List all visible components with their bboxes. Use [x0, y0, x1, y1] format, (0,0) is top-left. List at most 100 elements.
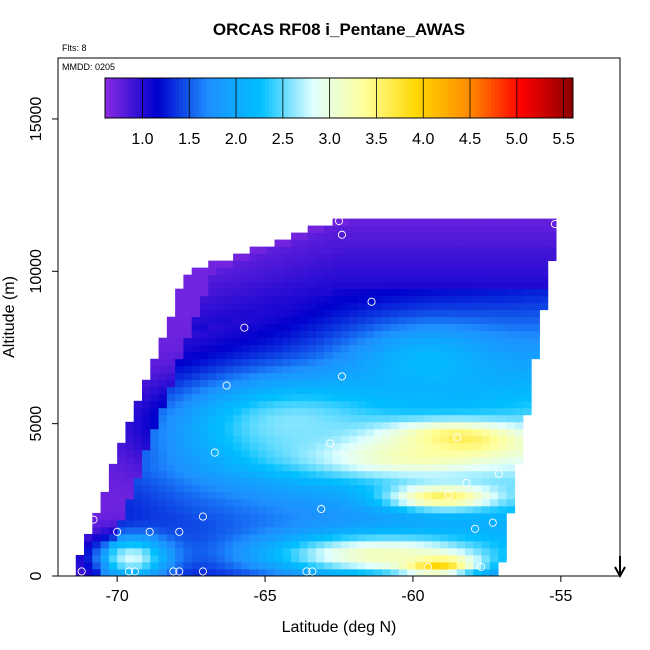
heatmap-cell — [249, 463, 259, 472]
heatmap-cell — [340, 281, 350, 290]
heatmap-cell — [415, 463, 424, 472]
heatmap-cell — [431, 428, 441, 437]
heatmap-cell — [415, 323, 424, 332]
heatmap-region — [75, 218, 557, 576]
heatmap-cell — [199, 435, 209, 444]
heatmap-cell — [324, 281, 333, 290]
heatmap-cell — [257, 421, 267, 430]
heatmap-cell — [166, 561, 176, 570]
heatmap-cell — [498, 267, 507, 276]
heatmap-cell — [382, 463, 391, 472]
colorbar-segment — [128, 78, 133, 118]
heatmap-cell — [133, 540, 143, 549]
heatmap-cell — [324, 386, 333, 395]
plot-frame — [57, 57, 621, 577]
heatmap-cell — [398, 512, 408, 521]
heatmap-cell — [390, 239, 400, 248]
heatmap-cell — [241, 449, 251, 458]
heatmap-cell — [241, 491, 251, 500]
heatmap-cell — [216, 477, 226, 486]
heatmap-cell — [547, 253, 557, 262]
heatmap-cell — [415, 428, 424, 437]
heatmap-cell — [390, 288, 400, 297]
heatmap-cell — [365, 484, 375, 493]
heatmap-cell — [166, 421, 176, 430]
heatmap-cell — [373, 281, 383, 290]
heatmap-cell — [506, 295, 516, 304]
heatmap-cell — [166, 365, 176, 374]
heatmap-cell — [349, 323, 358, 332]
heatmap-cell — [125, 470, 135, 479]
heatmap-cell — [291, 316, 300, 325]
heatmap-cell — [224, 512, 234, 521]
heatmap-cell — [448, 295, 458, 304]
heatmap-cell — [382, 442, 391, 451]
colorbar-segment — [491, 78, 496, 118]
heatmap-cell — [133, 435, 143, 444]
heatmap-cell — [373, 239, 383, 248]
colorbar-segment — [444, 78, 449, 118]
heatmap-cell — [291, 435, 300, 444]
heatmap-cell — [357, 414, 367, 423]
heatmap-cell — [150, 519, 159, 528]
heatmap-cell — [241, 484, 251, 493]
y-tick-label: 5000 — [28, 406, 45, 442]
heatmap-cell — [266, 253, 275, 262]
heatmap-cell — [407, 351, 416, 360]
heatmap-cell — [407, 463, 416, 472]
heatmap-cell — [440, 330, 449, 339]
heatmap-cell — [349, 526, 358, 535]
heatmap-cell — [489, 414, 499, 423]
colorbar-segment — [545, 78, 551, 118]
heatmap-cell — [108, 463, 118, 472]
heatmap-cell — [373, 519, 383, 528]
heatmap-cell — [133, 533, 143, 542]
heatmap-cell — [133, 519, 143, 528]
heatmap-cell — [340, 351, 350, 360]
heatmap-cell — [415, 561, 424, 570]
heatmap-cell — [365, 288, 375, 297]
colorbar-segment — [171, 78, 176, 118]
heatmap-cell — [382, 316, 391, 325]
heatmap-cell — [440, 337, 449, 346]
heatmap-cell — [357, 365, 367, 374]
heatmap-cell — [423, 344, 433, 353]
heatmap-cell — [199, 274, 209, 283]
heatmap-cell — [274, 295, 284, 304]
heatmap-cell — [423, 526, 433, 535]
heatmap-cell — [332, 246, 342, 255]
heatmap-cell — [398, 414, 408, 423]
heatmap-cell — [407, 456, 416, 465]
heatmap-cell — [208, 568, 217, 576]
heatmap-cell — [382, 428, 391, 437]
heatmap-cell — [398, 484, 408, 493]
heatmap-cell — [166, 400, 176, 409]
heatmap-cell — [158, 365, 168, 374]
heatmap-cell — [307, 554, 317, 563]
heatmap-cell — [489, 512, 499, 521]
heatmap-cell — [332, 379, 342, 388]
heatmap-cell — [481, 316, 491, 325]
heatmap-cell — [224, 351, 234, 360]
heatmap-cell — [241, 372, 251, 381]
heatmap-cell — [373, 470, 383, 479]
colorbar-segment — [245, 78, 250, 118]
heatmap-cell — [373, 512, 383, 521]
heatmap-cell — [514, 253, 524, 262]
heatmap-cell — [266, 323, 275, 332]
sample-point — [240, 323, 249, 332]
heatmap-cell — [249, 288, 259, 297]
heatmap-cell — [489, 561, 499, 570]
heatmap-cell — [415, 407, 424, 416]
heatmap-cell — [390, 512, 400, 521]
heatmap-cell — [465, 288, 474, 297]
heatmap-cell — [224, 330, 234, 339]
heatmap-cell — [349, 463, 358, 472]
heatmap-cell — [332, 267, 342, 276]
heatmap-cell — [150, 470, 159, 479]
heatmap-cell — [349, 337, 358, 346]
heatmap-cell — [299, 330, 309, 339]
heatmap-cell — [506, 225, 516, 233]
colorbar-segment — [292, 78, 297, 118]
heatmap-cell — [456, 568, 466, 576]
